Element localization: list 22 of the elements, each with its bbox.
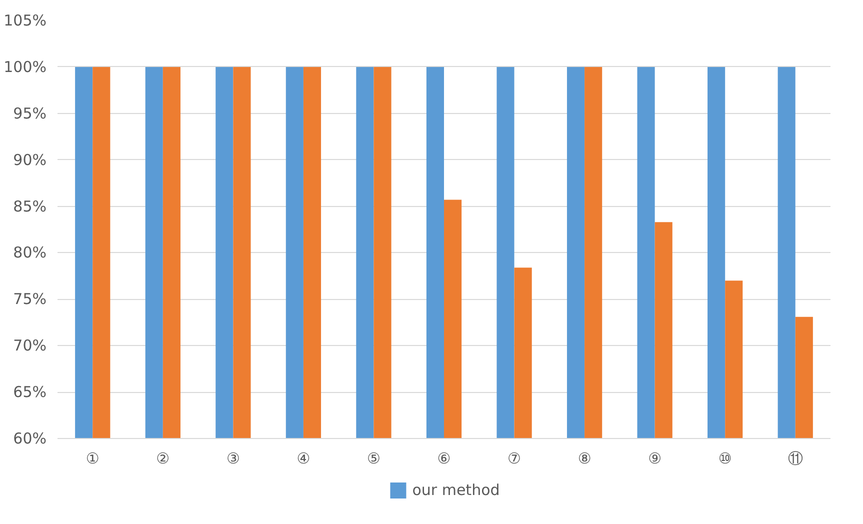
x-tick-label: ④ xyxy=(296,450,310,468)
y-tick-label: 85% xyxy=(13,197,47,216)
y-tick-label: 90% xyxy=(13,150,47,169)
x-tick-label: ② xyxy=(156,450,170,468)
x-tick-label: ⑧ xyxy=(578,450,592,468)
y-tick-label: 80% xyxy=(13,244,47,262)
y-tick-label: 65% xyxy=(13,383,47,402)
legend-label: our method xyxy=(412,481,500,499)
x-tick-label: ⑨ xyxy=(648,450,662,468)
y-tick-label: 105% xyxy=(4,12,47,30)
x-tick-label: ⑦ xyxy=(508,450,521,468)
x-tick-label: ① xyxy=(86,450,100,468)
x-tick-label: ⑩ xyxy=(718,450,732,468)
x-tick-label: ③ xyxy=(226,450,240,468)
x-tick-label: ⑪ xyxy=(788,450,803,468)
x-tick-label: ⑥ xyxy=(437,450,451,468)
x-tick-label: ⑤ xyxy=(367,450,380,468)
y-tick-label: 60% xyxy=(13,430,47,448)
y-tick-label: 75% xyxy=(13,290,47,308)
y-tick-label: 70% xyxy=(13,336,47,355)
y-tick-label: 100% xyxy=(4,58,47,76)
y-tick-label: 95% xyxy=(13,104,47,122)
